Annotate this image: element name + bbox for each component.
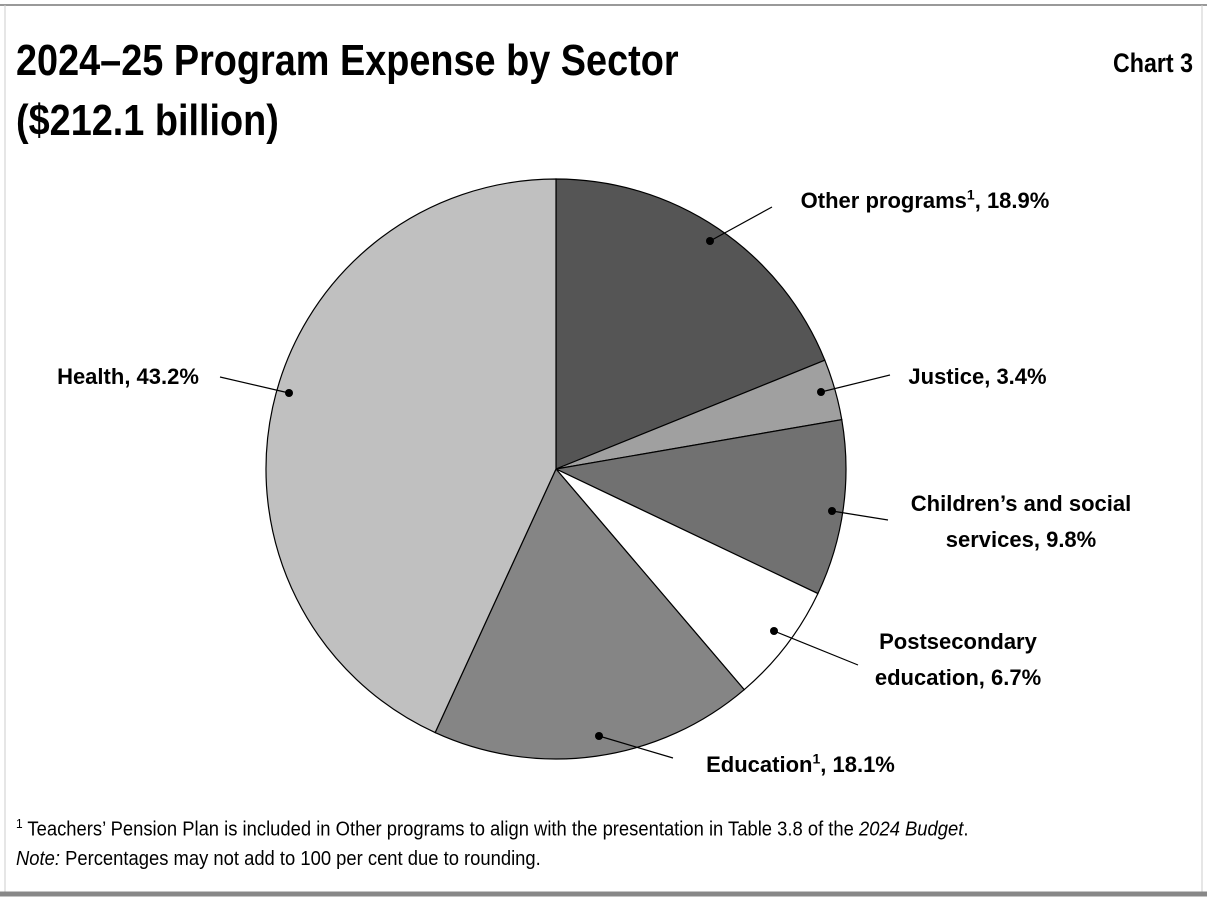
category-name: Postsecondary education — [874, 629, 1037, 690]
leader-dot — [595, 732, 603, 740]
pie-slice — [555, 468, 819, 691]
footnote-text: Teachers’ Pension Plan is included in Ot… — [22, 818, 859, 841]
footnote-italic: 2024 Budget — [858, 818, 964, 841]
category-name: Justice — [908, 364, 985, 389]
category-name: Other programs — [800, 188, 967, 213]
note: Note: Percentages may not add to 100 per… — [16, 848, 541, 871]
footnote-ref: 1 — [966, 186, 975, 203]
footnote-mark: 1 — [16, 816, 23, 831]
leader-line — [598, 735, 674, 759]
leader-line — [831, 510, 889, 521]
leader-line — [820, 374, 891, 393]
leader-dot — [285, 389, 293, 397]
chart-label: Chart 3 — [1112, 48, 1193, 78]
pie-slice — [554, 418, 847, 595]
leader-dot — [828, 507, 836, 515]
leader-dot — [770, 627, 778, 635]
footnote-end: . — [963, 818, 969, 841]
chart-subtitle: ($212.1 billion) — [16, 96, 279, 145]
leader-dot — [817, 388, 825, 396]
pie-slice — [434, 467, 746, 760]
value-label: , 18.9% — [974, 188, 1050, 213]
value-label: , 9.8% — [1033, 527, 1097, 552]
slice-label: Health, 43.2% — [28, 359, 228, 395]
slice-label: Justice, 3.4% — [880, 359, 1075, 395]
slice-label: Education1, 18.1% — [673, 747, 928, 783]
note-text: Percentages may not add to 100 per cent … — [59, 848, 541, 870]
leader-dot — [706, 237, 714, 245]
value-label: , 6.7% — [978, 665, 1042, 690]
value-label: , 43.2% — [124, 364, 199, 389]
footnote-ref: 1 — [812, 750, 821, 767]
leader-line — [709, 206, 773, 242]
pie-slice — [555, 178, 826, 470]
value-label: , 3.4% — [984, 364, 1047, 389]
pie-slice — [265, 178, 557, 734]
leader-line — [219, 376, 290, 394]
slice-label: Children’s and social services, 9.8% — [881, 486, 1161, 558]
category-name: Education — [706, 752, 813, 777]
category-name: Children’s and social services — [910, 491, 1132, 552]
slice-label: Other programs1, 18.9% — [770, 183, 1080, 219]
leader-line — [773, 630, 859, 666]
chart-title: 2024–25 Program Expense by Sector — [16, 36, 679, 85]
category-name: Health — [57, 364, 125, 389]
footnote: 1 Teachers’ Pension Plan is included in … — [16, 816, 968, 842]
note-label: Note: — [16, 848, 60, 870]
value-label: , 18.1% — [820, 752, 895, 777]
slice-label: Postsecondary education, 6.7% — [848, 624, 1068, 696]
